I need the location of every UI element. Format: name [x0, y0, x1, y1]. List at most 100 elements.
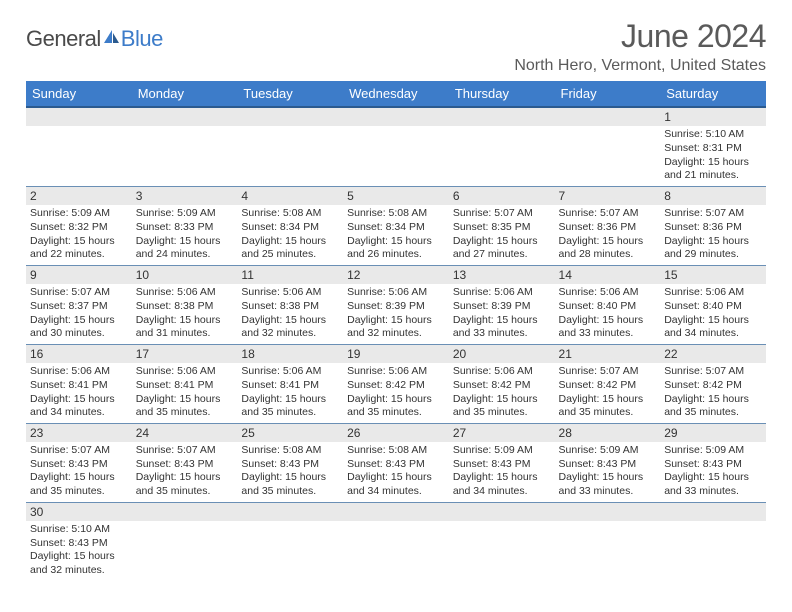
day-header: Wednesday — [343, 81, 449, 107]
day-data: Sunrise: 5:06 AMSunset: 8:42 PMDaylight:… — [343, 363, 449, 423]
day-cell: 13Sunrise: 5:06 AMSunset: 8:39 PMDayligh… — [449, 265, 555, 344]
day-number: 5 — [343, 187, 449, 205]
sunrise-line: Sunrise: 5:10 AM — [664, 128, 762, 142]
day-number: 30 — [26, 503, 132, 521]
day-data: Sunrise: 5:06 AMSunset: 8:38 PMDaylight:… — [237, 284, 343, 344]
day-number: 8 — [660, 187, 766, 205]
sunset-line: Sunset: 8:31 PM — [664, 142, 762, 156]
day-cell — [555, 107, 661, 186]
day-number: 6 — [449, 187, 555, 205]
day-cell: 12Sunrise: 5:06 AMSunset: 8:39 PMDayligh… — [343, 265, 449, 344]
day-cell — [449, 502, 555, 580]
day-cell: 1Sunrise: 5:10 AMSunset: 8:31 PMDaylight… — [660, 107, 766, 186]
sunrise-line: Sunrise: 5:07 AM — [30, 286, 128, 300]
day-cell: 6Sunrise: 5:07 AMSunset: 8:35 PMDaylight… — [449, 186, 555, 265]
sail-icon — [101, 27, 121, 52]
day-cell: 4Sunrise: 5:08 AMSunset: 8:34 PMDaylight… — [237, 186, 343, 265]
day-number: 18 — [237, 345, 343, 363]
sunrise-line: Sunrise: 5:07 AM — [559, 207, 657, 221]
sunset-line: Sunset: 8:42 PM — [347, 379, 445, 393]
day-header: Sunday — [26, 81, 132, 107]
day-data: Sunrise: 5:07 AMSunset: 8:37 PMDaylight:… — [26, 284, 132, 344]
location: North Hero, Vermont, United States — [514, 57, 766, 75]
sunrise-line: Sunrise: 5:07 AM — [664, 365, 762, 379]
day-data: Sunrise: 5:07 AMSunset: 8:43 PMDaylight:… — [26, 442, 132, 502]
day-data: Sunrise: 5:07 AMSunset: 8:35 PMDaylight:… — [449, 205, 555, 265]
daylight-line: Daylight: 15 hours and 33 minutes. — [559, 471, 657, 498]
sunset-line: Sunset: 8:43 PM — [664, 458, 762, 472]
day-number: 28 — [555, 424, 661, 442]
day-number: 9 — [26, 266, 132, 284]
sunrise-line: Sunrise: 5:06 AM — [241, 365, 339, 379]
logo: General Blue — [26, 18, 163, 52]
day-number: 21 — [555, 345, 661, 363]
day-cell: 21Sunrise: 5:07 AMSunset: 8:42 PMDayligh… — [555, 344, 661, 423]
sunrise-line: Sunrise: 5:09 AM — [664, 444, 762, 458]
day-cell: 3Sunrise: 5:09 AMSunset: 8:33 PMDaylight… — [132, 186, 238, 265]
day-data: Sunrise: 5:10 AMSunset: 8:31 PMDaylight:… — [660, 126, 766, 186]
sunset-line: Sunset: 8:43 PM — [559, 458, 657, 472]
sunset-line: Sunset: 8:43 PM — [347, 458, 445, 472]
day-data: Sunrise: 5:06 AMSunset: 8:40 PMDaylight:… — [660, 284, 766, 344]
day-cell: 27Sunrise: 5:09 AMSunset: 8:43 PMDayligh… — [449, 423, 555, 502]
day-data: Sunrise: 5:07 AMSunset: 8:42 PMDaylight:… — [555, 363, 661, 423]
day-cell: 20Sunrise: 5:06 AMSunset: 8:42 PMDayligh… — [449, 344, 555, 423]
logo-text-general: General — [26, 26, 101, 52]
day-header: Friday — [555, 81, 661, 107]
sunrise-line: Sunrise: 5:09 AM — [30, 207, 128, 221]
sunset-line: Sunset: 8:43 PM — [30, 458, 128, 472]
day-cell: 18Sunrise: 5:06 AMSunset: 8:41 PMDayligh… — [237, 344, 343, 423]
day-data — [660, 521, 766, 573]
sunrise-line: Sunrise: 5:06 AM — [136, 365, 234, 379]
sunset-line: Sunset: 8:35 PM — [453, 221, 551, 235]
day-cell: 19Sunrise: 5:06 AMSunset: 8:42 PMDayligh… — [343, 344, 449, 423]
day-number: 11 — [237, 266, 343, 284]
daylight-line: Daylight: 15 hours and 30 minutes. — [30, 314, 128, 341]
day-number: 27 — [449, 424, 555, 442]
sunset-line: Sunset: 8:33 PM — [136, 221, 234, 235]
day-number: 23 — [26, 424, 132, 442]
day-number: 20 — [449, 345, 555, 363]
week-row: 23Sunrise: 5:07 AMSunset: 8:43 PMDayligh… — [26, 423, 766, 502]
day-data: Sunrise: 5:09 AMSunset: 8:32 PMDaylight:… — [26, 205, 132, 265]
daylight-line: Daylight: 15 hours and 35 minutes. — [453, 393, 551, 420]
day-number — [237, 108, 343, 126]
sunset-line: Sunset: 8:40 PM — [664, 300, 762, 314]
sunrise-line: Sunrise: 5:08 AM — [347, 444, 445, 458]
day-cell — [132, 502, 238, 580]
day-cell: 23Sunrise: 5:07 AMSunset: 8:43 PMDayligh… — [26, 423, 132, 502]
day-data: Sunrise: 5:09 AMSunset: 8:33 PMDaylight:… — [132, 205, 238, 265]
daylight-line: Daylight: 15 hours and 35 minutes. — [136, 471, 234, 498]
day-cell — [343, 107, 449, 186]
daylight-line: Daylight: 15 hours and 32 minutes. — [30, 550, 128, 577]
daylight-line: Daylight: 15 hours and 31 minutes. — [136, 314, 234, 341]
sunrise-line: Sunrise: 5:06 AM — [559, 286, 657, 300]
day-header: Tuesday — [237, 81, 343, 107]
week-row: 9Sunrise: 5:07 AMSunset: 8:37 PMDaylight… — [26, 265, 766, 344]
daylight-line: Daylight: 15 hours and 22 minutes. — [30, 235, 128, 262]
day-cell — [449, 107, 555, 186]
day-number: 12 — [343, 266, 449, 284]
day-number — [555, 108, 661, 126]
day-cell — [26, 107, 132, 186]
day-number — [555, 503, 661, 521]
day-data: Sunrise: 5:09 AMSunset: 8:43 PMDaylight:… — [555, 442, 661, 502]
sunset-line: Sunset: 8:32 PM — [30, 221, 128, 235]
sunset-line: Sunset: 8:37 PM — [30, 300, 128, 314]
week-row: 1Sunrise: 5:10 AMSunset: 8:31 PMDaylight… — [26, 107, 766, 186]
sunrise-line: Sunrise: 5:08 AM — [241, 207, 339, 221]
day-cell — [132, 107, 238, 186]
daylight-line: Daylight: 15 hours and 34 minutes. — [30, 393, 128, 420]
day-header: Thursday — [449, 81, 555, 107]
sunrise-line: Sunrise: 5:09 AM — [136, 207, 234, 221]
day-number: 19 — [343, 345, 449, 363]
daylight-line: Daylight: 15 hours and 25 minutes. — [241, 235, 339, 262]
sunrise-line: Sunrise: 5:06 AM — [136, 286, 234, 300]
day-cell: 25Sunrise: 5:08 AMSunset: 8:43 PMDayligh… — [237, 423, 343, 502]
sunset-line: Sunset: 8:43 PM — [30, 537, 128, 551]
day-cell: 29Sunrise: 5:09 AMSunset: 8:43 PMDayligh… — [660, 423, 766, 502]
day-number — [132, 503, 238, 521]
day-cell: 28Sunrise: 5:09 AMSunset: 8:43 PMDayligh… — [555, 423, 661, 502]
day-data — [343, 521, 449, 573]
day-cell: 8Sunrise: 5:07 AMSunset: 8:36 PMDaylight… — [660, 186, 766, 265]
